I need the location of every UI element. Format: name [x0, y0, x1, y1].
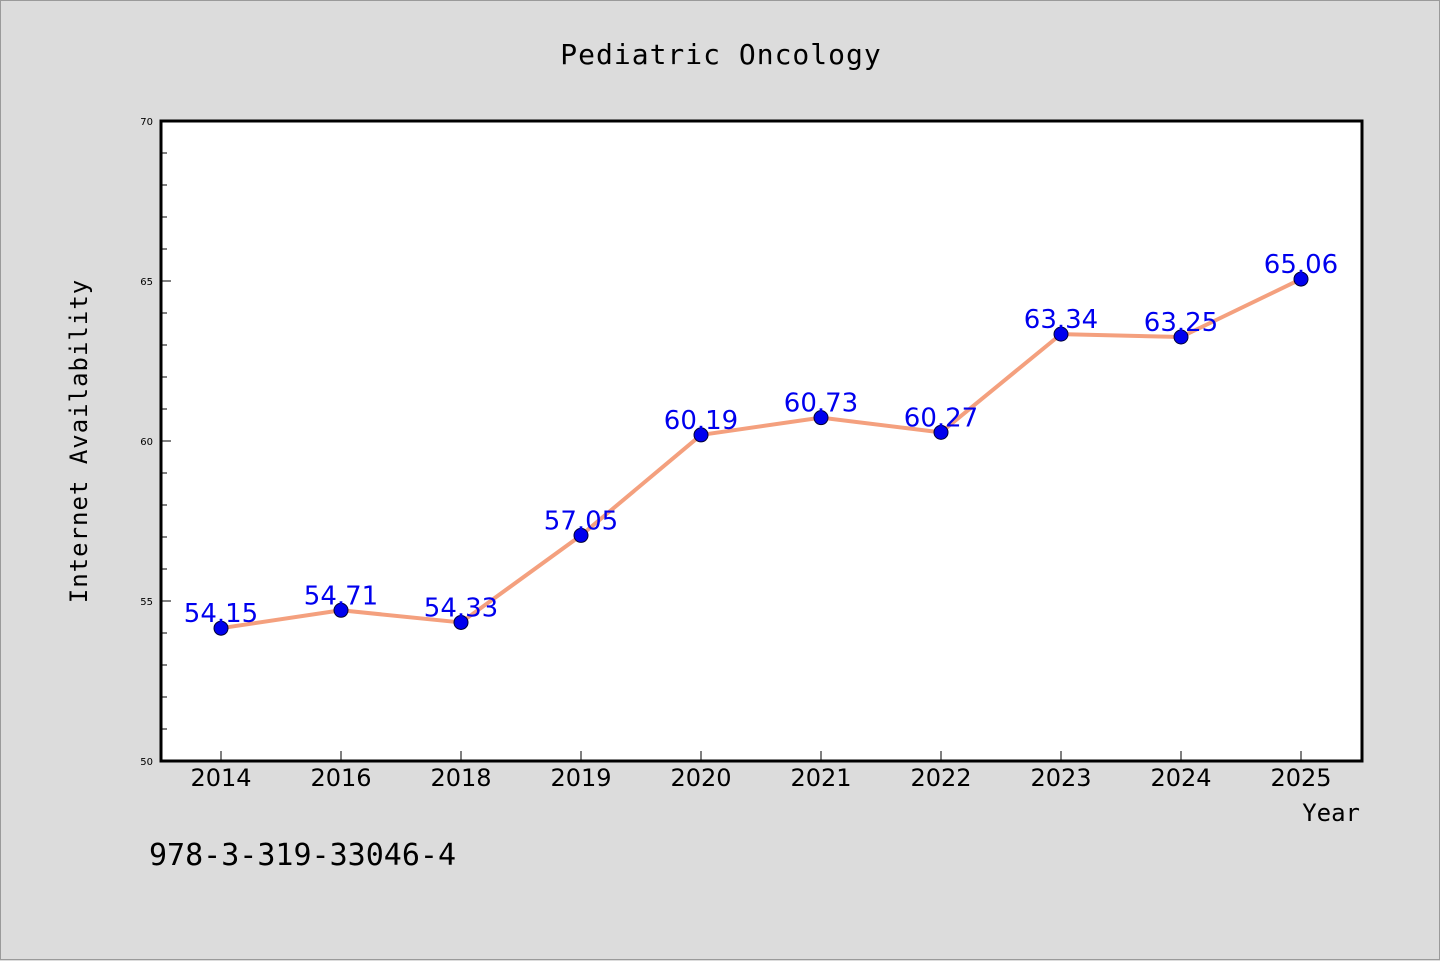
x-tick-label: 2023 [1030, 764, 1091, 792]
data-point-marker [213, 620, 229, 636]
data-point-marker [453, 614, 469, 630]
x-axis-label: Year [1302, 799, 1360, 827]
data-label: 60.19 [664, 406, 738, 436]
y-tick-label: 70 [140, 117, 153, 128]
plot-area [159, 119, 1364, 763]
isbn-text: 978-3-319-33046-4 [149, 838, 456, 873]
x-tick-label: 2016 [310, 764, 371, 792]
x-tick-label: 2022 [910, 764, 971, 792]
data-label: 65.06 [1264, 250, 1338, 280]
data-label: 63.34 [1024, 305, 1098, 335]
data-label: 63.25 [1144, 308, 1218, 338]
data-point-marker [1293, 271, 1309, 287]
data-point-marker [813, 410, 829, 426]
x-axis-ticks: 2014 2016 2018 2019 2020 2021 2022 2023 2024 2025 [190, 751, 1332, 792]
data-point-marker [333, 602, 349, 618]
data-point-marker [933, 424, 949, 440]
data-label: 54.15 [184, 599, 258, 629]
x-tick-label: 2019 [550, 764, 611, 792]
data-label: 54.71 [304, 581, 378, 611]
y-tick-label: 50 [140, 757, 153, 768]
x-tick-label: 2024 [1150, 764, 1211, 792]
data-label: 57.05 [544, 506, 618, 536]
y-axis-label: Internet Availability [65, 279, 93, 603]
x-tick-label: 2025 [1270, 764, 1331, 792]
series-line-group [213, 271, 1309, 636]
y-tick-label: 60 [140, 437, 153, 448]
data-labels-group: 54.15 54.71 54.33 57.05 60.19 60.73 60.27 63.34… [184, 250, 1338, 629]
y-tick-label: 65 [140, 277, 153, 288]
data-label: 60.27 [904, 403, 978, 433]
data-label: 54.33 [424, 593, 498, 623]
x-tick-label: 2014 [190, 764, 251, 792]
series-line [220, 277, 1302, 631]
y-axis-ticks: 50 55 60 65 70 [140, 117, 171, 768]
data-point-marker [693, 427, 709, 443]
data-point-marker [1173, 329, 1189, 345]
data-point-marker [573, 527, 589, 543]
x-tick-label: 2021 [790, 764, 851, 792]
y-tick-label: 55 [140, 597, 153, 608]
x-tick-label: 2020 [670, 764, 731, 792]
x-tick-label: 2018 [430, 764, 491, 792]
data-label: 60.73 [784, 389, 858, 419]
chart-title: Pediatric Oncology [560, 38, 881, 71]
data-point-marker [1053, 326, 1069, 342]
